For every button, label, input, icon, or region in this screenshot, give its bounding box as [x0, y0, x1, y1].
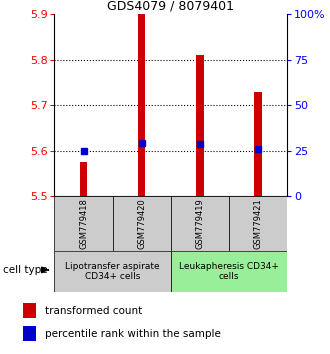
Bar: [54, 196, 113, 251]
Title: GDS4079 / 8079401: GDS4079 / 8079401: [107, 0, 234, 13]
Bar: [54, 251, 171, 292]
Text: GSM779419: GSM779419: [195, 199, 204, 249]
Text: percentile rank within the sample: percentile rank within the sample: [45, 329, 221, 338]
Bar: [22, 303, 36, 318]
Text: Lipotransfer aspirate
CD34+ cells: Lipotransfer aspirate CD34+ cells: [65, 262, 160, 281]
Text: Leukapheresis CD34+
cells: Leukapheresis CD34+ cells: [179, 262, 279, 281]
Bar: [22, 326, 36, 341]
Bar: [138, 14, 146, 196]
Bar: [171, 251, 287, 292]
Text: GSM779420: GSM779420: [137, 199, 146, 249]
Text: transformed count: transformed count: [45, 306, 143, 316]
Bar: [171, 196, 229, 251]
Text: GSM779418: GSM779418: [79, 199, 88, 249]
Text: cell type: cell type: [3, 265, 48, 275]
Bar: [254, 92, 262, 196]
Bar: [80, 162, 87, 196]
Bar: [196, 55, 204, 196]
Bar: [229, 196, 287, 251]
Text: GSM779421: GSM779421: [253, 199, 263, 249]
Bar: [113, 196, 171, 251]
